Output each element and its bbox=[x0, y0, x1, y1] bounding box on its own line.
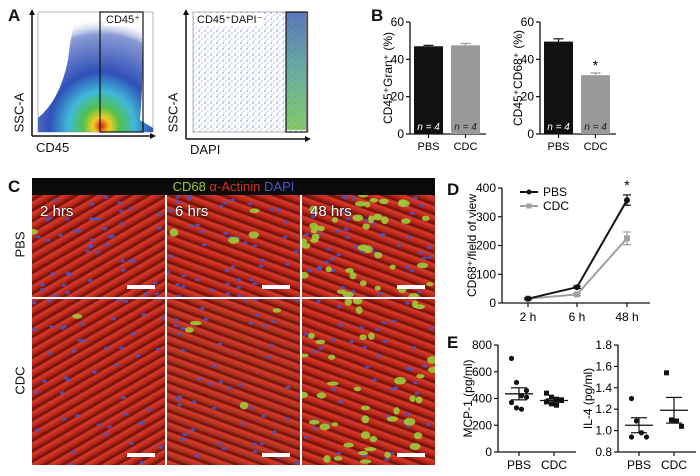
svg-text:20: 20 bbox=[391, 90, 405, 104]
svg-text:400: 400 bbox=[476, 181, 496, 195]
svg-text:n = 4: n = 4 bbox=[454, 122, 477, 133]
svg-text:1.6: 1.6 bbox=[595, 359, 612, 373]
panel-e-letter: E bbox=[447, 333, 459, 352]
svg-text:200: 200 bbox=[476, 239, 496, 253]
svg-text:MCP-1 (pg/ml): MCP-1 (pg/ml) bbox=[461, 359, 475, 437]
svg-text:1.4: 1.4 bbox=[595, 381, 612, 395]
svg-text:0: 0 bbox=[397, 127, 404, 141]
svg-text:PBS: PBS bbox=[547, 141, 569, 153]
svg-text:0: 0 bbox=[527, 127, 534, 141]
scale-bar bbox=[127, 285, 155, 289]
scatter-mcp1: 0 200 400 600 800 PBS CDC MCP-1 (pg/ml) bbox=[461, 338, 576, 472]
svg-text:CDC: CDC bbox=[454, 141, 478, 153]
svg-text:1.2: 1.2 bbox=[595, 402, 612, 416]
svg-text:40: 40 bbox=[521, 52, 535, 66]
svg-text:CD68⁺/field of view: CD68⁺/field of view bbox=[465, 194, 479, 297]
micrograph-pbs-2: 48 hrs bbox=[302, 195, 435, 297]
stain-header: CD68 α-Actinin DAPI bbox=[32, 178, 435, 195]
svg-text:CD45⁺CD68⁺ (%): CD45⁺CD68⁺ (%) bbox=[511, 30, 525, 126]
svg-text:48 h: 48 h bbox=[615, 310, 638, 324]
svg-text:n = 4: n = 4 bbox=[547, 122, 570, 133]
svg-text:*: * bbox=[624, 177, 630, 193]
svg-text:600: 600 bbox=[472, 365, 492, 379]
panel-a-letter: A bbox=[8, 6, 21, 25]
panel-e-scatter-charts: 0 200 400 600 800 PBS CDC MCP-1 (pg/ml) 0.8 1.0 1… bbox=[461, 338, 696, 472]
stain-dapi: DAPI bbox=[264, 179, 295, 194]
scale-bar bbox=[262, 285, 290, 289]
scale-bar bbox=[127, 453, 155, 457]
svg-text:CDC: CDC bbox=[584, 141, 608, 153]
svg-text:20: 20 bbox=[521, 90, 535, 104]
svg-text:0.8: 0.8 bbox=[595, 445, 612, 459]
flow-cytometry-plots bbox=[29, 9, 311, 142]
panel-d-letter: D bbox=[447, 180, 460, 199]
time-label-0: 2 hrs bbox=[40, 203, 74, 220]
svg-text:CDC: CDC bbox=[543, 199, 569, 213]
micrograph-cdc-0 bbox=[32, 299, 165, 465]
stain-cd68: CD68 bbox=[172, 179, 206, 194]
svg-text:60: 60 bbox=[391, 15, 405, 29]
svg-text:CDC: CDC bbox=[541, 458, 567, 472]
scatter-il4: 0.8 1.0 1.2 1.4 1.6 1.8 PBS CDC IL-4 (pg/ml) bbox=[581, 338, 696, 472]
flow-plot-dapi bbox=[183, 9, 311, 142]
time-label-2: 48 hrs bbox=[310, 203, 352, 220]
flow-plot-cd45 bbox=[29, 9, 156, 139]
time-label-1: 6 hrs bbox=[175, 203, 209, 220]
svg-text:PBS: PBS bbox=[417, 141, 439, 153]
stain-actinin: α-Actinin bbox=[209, 179, 261, 194]
row-label-cdc: CDC bbox=[12, 366, 28, 395]
svg-text:100: 100 bbox=[476, 267, 496, 281]
svg-text:CDC: CDC bbox=[661, 458, 687, 472]
svg-text:300: 300 bbox=[476, 210, 496, 224]
svg-text:200: 200 bbox=[472, 418, 492, 432]
svg-text:6 h: 6 h bbox=[569, 310, 586, 324]
panel-b-bar-charts: 0 20 40 60 PBS n = 4 CDC n = 4 CD45⁺Gran⁺ (%) 0 2… bbox=[381, 15, 616, 153]
bar-chart-cd68: 0 20 40 60 PBS n = 4 CDC n = 4 * CD45⁺CD68⁺ (%) bbox=[511, 15, 616, 153]
bar-chart-gran: 0 20 40 60 PBS n = 4 CDC n = 4 CD45⁺Gran⁺ (%) bbox=[381, 15, 486, 153]
svg-text:0: 0 bbox=[489, 296, 496, 310]
svg-text:400: 400 bbox=[472, 392, 492, 406]
ylabel-ssc-a-2: SSC-A bbox=[165, 92, 181, 133]
xlabel-cd45: CD45 bbox=[36, 140, 70, 155]
ylabel-ssc-a-1: SSC-A bbox=[11, 92, 27, 133]
scale-bar bbox=[262, 453, 290, 457]
svg-text:0: 0 bbox=[485, 445, 492, 459]
row-label-pbs: PBS bbox=[12, 231, 28, 258]
svg-text:PBS: PBS bbox=[543, 185, 567, 199]
svg-text:CD45⁺Gran⁺ (%): CD45⁺Gran⁺ (%) bbox=[381, 32, 395, 124]
svg-text:1.8: 1.8 bbox=[595, 338, 612, 352]
panel-c-letter: C bbox=[8, 177, 21, 196]
micrograph-pbs-0: 2 hrs bbox=[32, 195, 165, 297]
svg-text:40: 40 bbox=[391, 52, 405, 66]
micrograph-cdc-1 bbox=[167, 299, 300, 465]
svg-text:2 h: 2 h bbox=[520, 310, 537, 324]
svg-text:*: * bbox=[593, 57, 599, 73]
gate-label-cd45: CD45⁺ bbox=[104, 13, 142, 26]
micrograph-pbs-1: 6 hrs bbox=[167, 195, 300, 297]
svg-text:800: 800 bbox=[472, 338, 492, 352]
panel-b-letter: B bbox=[371, 6, 384, 25]
scale-bar bbox=[397, 285, 425, 289]
xlabel-dapi: DAPI bbox=[190, 142, 221, 157]
svg-text:n = 4: n = 4 bbox=[584, 122, 607, 133]
micrograph-cdc-2 bbox=[302, 299, 435, 465]
svg-text:IL-4 (pg/ml): IL-4 (pg/ml) bbox=[581, 368, 595, 429]
gate-label-cd45-dapi: CD45⁺DAPI⁻ bbox=[195, 13, 265, 26]
svg-text:n = 4: n = 4 bbox=[417, 122, 440, 133]
svg-text:PBS: PBS bbox=[507, 458, 531, 472]
scale-bar bbox=[397, 453, 425, 457]
svg-text:1.0: 1.0 bbox=[595, 424, 612, 438]
svg-text:PBS: PBS bbox=[627, 458, 651, 472]
svg-text:60: 60 bbox=[521, 15, 535, 29]
